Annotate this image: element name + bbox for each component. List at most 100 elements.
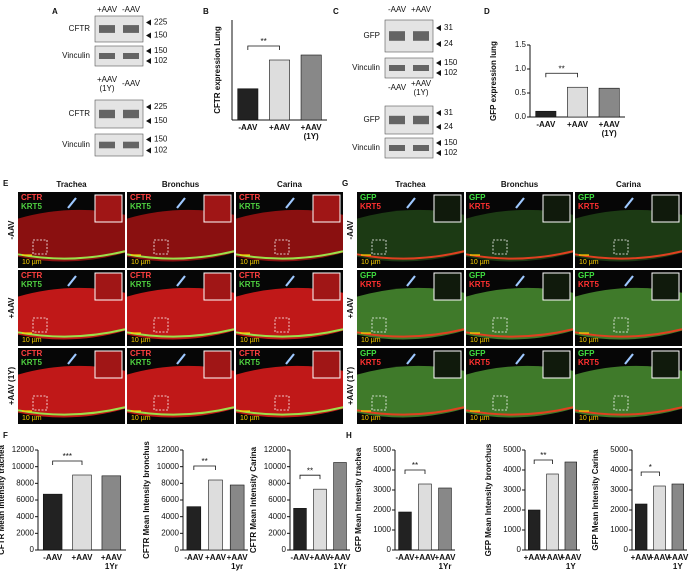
bar [418, 483, 432, 551]
x-tick-label: +AAV [567, 120, 589, 129]
inset [94, 350, 123, 379]
y-axis-label: GFP Mean Intensity Carina [591, 449, 600, 551]
lane-label: +AAV [411, 5, 432, 14]
row-header: -AAV [346, 220, 355, 240]
roi-box [274, 239, 290, 255]
marker-label: 225 [154, 102, 168, 111]
basal-layer [574, 250, 683, 260]
significance-label: ** [307, 466, 313, 475]
tissue [18, 287, 125, 340]
arrow [515, 275, 525, 287]
tissue [575, 209, 682, 262]
y-tick-label: 5000 [373, 445, 391, 454]
marker-arrow [146, 118, 151, 124]
inset [203, 194, 232, 223]
y-tick-label: 8000 [16, 478, 34, 487]
x-tick-label: -AAV [291, 553, 311, 562]
y-tick-label: 2000 [503, 505, 521, 514]
roi-box [274, 395, 290, 411]
inset [651, 272, 680, 301]
band [123, 53, 139, 59]
marker-label: 150 [154, 116, 168, 125]
x-tick-label: +AAV 1Y [667, 553, 689, 571]
marker-arrow [436, 140, 441, 146]
scale-label: 10 µm [361, 415, 381, 422]
x-tick-label: +AAV [310, 553, 332, 562]
bar [293, 508, 307, 551]
significance-label: ** [559, 64, 565, 73]
stain-label: CFTR [21, 193, 43, 202]
blot [384, 137, 434, 159]
scale-label: 10 µm [579, 259, 599, 266]
x-tick-label: -AAV [396, 553, 416, 562]
x-tick-label: +AAV 1Yr [435, 553, 457, 571]
x-tick-label: +AAV 1yr [227, 553, 249, 571]
y-tick-label: 3000 [503, 485, 521, 494]
panel-letter: B [203, 7, 209, 16]
x-tick-label: +AAV (1Y) [301, 123, 323, 141]
bar [567, 86, 588, 118]
marker-arrow [436, 25, 441, 31]
inset [542, 272, 571, 301]
significance-label: *** [63, 452, 72, 461]
y-tick-label: 2000 [610, 505, 628, 514]
bar [229, 484, 245, 551]
bar [671, 483, 685, 551]
y-tick-label: 4000 [268, 512, 286, 521]
lane-label: -AAV [388, 83, 407, 92]
y-tick-label: 4000 [16, 512, 34, 521]
column-header: Bronchus [162, 180, 200, 189]
inset [433, 272, 462, 301]
bar [546, 473, 559, 551]
bar [237, 88, 259, 121]
significance-bracket [404, 469, 426, 474]
roi-box [274, 317, 290, 333]
stain-label: CFTR [239, 349, 261, 358]
stain-label: KRT5 [360, 202, 381, 211]
column-header: Carina [277, 180, 302, 189]
y-tick-label: 0 [30, 545, 35, 554]
band [123, 141, 139, 149]
lane-label: -AAV [122, 79, 141, 88]
roi-box [492, 395, 508, 411]
bar [101, 475, 122, 551]
y-tick-label: 6000 [16, 495, 34, 504]
row-header: +AAV [346, 297, 355, 319]
marker-arrow [436, 124, 441, 130]
band [413, 145, 429, 151]
basal-layer [356, 250, 465, 260]
significance-bracket [533, 459, 553, 464]
stain-label: KRT5 [21, 202, 42, 211]
band [413, 65, 429, 71]
roi-box [613, 395, 629, 411]
stain-label: KRT5 [21, 280, 42, 289]
inset [433, 350, 462, 379]
bar [634, 503, 648, 551]
stain-label: KRT5 [239, 280, 260, 289]
band [99, 109, 115, 119]
column-header: Bronchus [501, 180, 539, 189]
x-tick-label: +AAV [524, 553, 546, 562]
roi-box [613, 317, 629, 333]
marker-arrow [146, 147, 151, 154]
scale-label: 10 µm [131, 415, 151, 422]
marker-arrow [436, 41, 441, 47]
bar [535, 110, 557, 118]
arrow [515, 353, 525, 365]
y-tick-label: 0.5 [515, 88, 527, 97]
scale-label: 10 µm [22, 415, 42, 422]
arrow [406, 275, 416, 287]
stain-label: CFTR [239, 193, 261, 202]
band [413, 115, 429, 125]
significance-label: ** [412, 461, 418, 470]
arrow [176, 197, 186, 209]
stain-label: CFTR [130, 349, 152, 358]
tissue [357, 365, 464, 418]
roi-box [153, 239, 169, 255]
marker-arrow [436, 70, 441, 76]
panel-letter: C [333, 7, 339, 16]
stain-label: KRT5 [130, 358, 151, 367]
band [99, 25, 115, 33]
significance-label: ** [261, 37, 267, 46]
